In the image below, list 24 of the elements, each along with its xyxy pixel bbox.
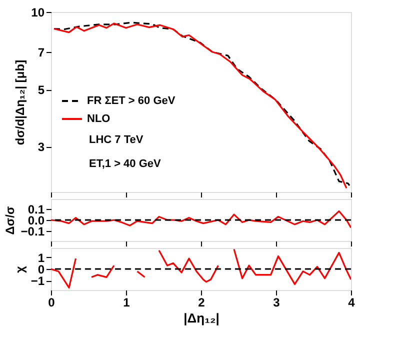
y-axis-title: χ (12, 266, 27, 273)
y-tick-label: 5 (38, 83, 45, 98)
y-tick-label: 1 (38, 250, 45, 265)
x-tick-label: 4 (348, 296, 356, 310)
y-tick-label: −0.1 (20, 224, 45, 239)
y-axis-title: Δσ/σ (2, 206, 17, 235)
annotation: ET,1 > 40 GeV (89, 158, 162, 170)
y-tick-label: 3 (38, 140, 45, 154)
x-tick-label: 1 (123, 296, 130, 310)
legend-label: NLO (87, 113, 111, 125)
annotation: LHC 7 TeV (89, 134, 144, 146)
y-tick-label: 0 (38, 262, 45, 276)
legend-label: FR ΣET > 60 GeV (87, 95, 176, 107)
y-tick-label: 7 (38, 45, 45, 60)
y-tick-label: 0.1 (28, 202, 45, 216)
x-axis-title: |Δη₁₂| (184, 310, 220, 326)
y-axis-title: dσ/d|Δη₁₂| [μb] (13, 60, 28, 146)
y-tick-label: 10 (31, 6, 45, 20)
line-series (51, 210, 351, 229)
y-tick-label: 0.0 (28, 214, 45, 228)
x-tick-label: 2 (198, 296, 206, 310)
x-tick-label: 3 (273, 296, 280, 310)
y-tick-label: −1 (30, 274, 45, 288)
x-tick-label: 0 (48, 296, 56, 310)
